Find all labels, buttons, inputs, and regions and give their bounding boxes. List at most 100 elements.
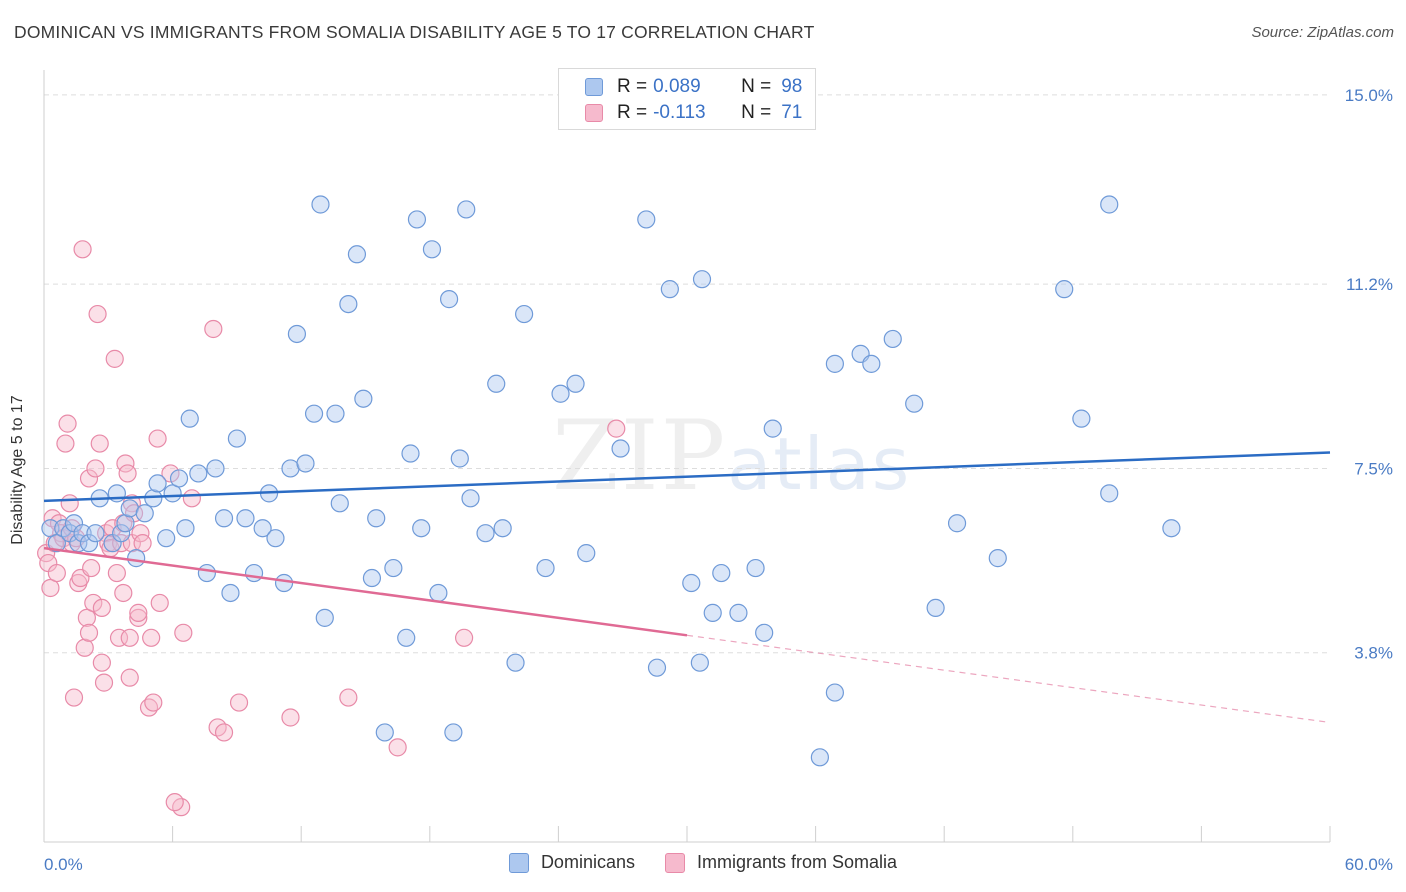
trend-line-somalia <box>43 546 688 637</box>
dominican-point-84 <box>810 748 829 767</box>
legend-item-dominicans[interactable]: Dominicans <box>508 852 635 873</box>
dominican-point-81 <box>746 558 765 578</box>
dominican-point-44 <box>339 294 358 314</box>
dominican-point-38 <box>296 454 315 473</box>
somalia-point-24 <box>84 593 103 613</box>
somalia-point-44 <box>120 628 139 647</box>
somalia-point-35 <box>105 349 124 368</box>
dominican-point-14 <box>120 499 139 518</box>
somalia-point-21 <box>79 469 99 488</box>
somalia-point-56 <box>148 429 167 448</box>
y-tick-label-3: 15.0% <box>1345 86 1393 105</box>
dominican-point-82 <box>755 623 774 642</box>
dominican-point-40 <box>311 195 330 214</box>
somalia-point-2 <box>41 578 60 598</box>
dominican-point-88 <box>862 354 881 373</box>
stats-row-somalia: R = -0.113 N = 71 <box>585 100 802 126</box>
dominican-point-86 <box>825 683 844 702</box>
dominican-point-69 <box>566 374 585 393</box>
stats-n-value: 71 <box>781 102 803 123</box>
grid-lines <box>44 94 1330 654</box>
legend-label-somalia: Immigrants from Somalia <box>696 852 898 872</box>
dominican-point-19 <box>157 529 176 548</box>
dominican-point-0 <box>41 519 60 538</box>
legend-swatch-blue <box>508 852 529 873</box>
somalia-point-20 <box>77 608 96 627</box>
dominican-point-12 <box>112 524 131 543</box>
stats-row-dominicans: R = 0.089 N = 98 <box>585 74 802 100</box>
dominican-point-27 <box>214 509 234 528</box>
dominican-point-85 <box>825 354 844 373</box>
dominican-point-95 <box>1072 409 1091 428</box>
dominican-point-67 <box>536 558 555 578</box>
somalia-point-53 <box>142 628 161 647</box>
somalia-point-11 <box>60 494 79 513</box>
dominican-point-43 <box>330 494 349 513</box>
dominican-point-24 <box>189 464 208 483</box>
dominican-point-77 <box>692 270 712 289</box>
dominican-point-31 <box>244 563 264 583</box>
legend-swatch-pink <box>664 852 685 873</box>
dominican-point-8 <box>86 524 105 543</box>
dominican-point-18 <box>148 474 167 493</box>
somalia-point-67 <box>388 738 407 757</box>
legend-item-somalia[interactable]: Immigrants from Somalia <box>664 852 898 873</box>
dominican-point-80 <box>729 603 748 622</box>
somalia-point-48 <box>129 608 148 627</box>
somalia-point-30 <box>94 673 114 692</box>
x-tick-label-0: 0.0% <box>44 855 83 874</box>
watermark-zip: ZIP <box>552 400 728 512</box>
dominican-point-56 <box>429 583 448 603</box>
somalia-point-19 <box>75 638 94 657</box>
stats-n-label: N = <box>741 102 772 123</box>
trend-line-somalia-extension <box>686 634 1331 724</box>
dominican-point-29 <box>227 429 246 448</box>
somalia-point-27 <box>90 434 109 453</box>
dominican-point-7 <box>79 534 99 553</box>
somalia-point-55 <box>150 593 169 613</box>
x-tick-label-1: 60.0% <box>1345 855 1393 874</box>
somalia-point-36 <box>107 563 126 583</box>
dominican-point-32 <box>253 519 272 538</box>
dominican-point-13 <box>116 514 135 533</box>
dominican-point-47 <box>362 568 382 588</box>
somalia-point-9 <box>56 434 75 453</box>
stats-n-value: 98 <box>781 76 803 97</box>
dominican-point-21 <box>169 469 189 488</box>
y-tick-label-1: 7.5% <box>1354 459 1393 478</box>
axes <box>43 70 1331 843</box>
dominican-point-66 <box>515 304 534 324</box>
dominican-point-26 <box>206 459 225 478</box>
dominican-point-39 <box>304 404 324 423</box>
legend-label-dominicans: Dominicans <box>540 852 635 872</box>
stats-r-value: -0.113 <box>653 102 706 123</box>
dominican-point-61 <box>461 489 480 508</box>
stats-box: R = 0.089 N = 98 R = -0.113 N = 71 <box>558 68 816 130</box>
somalia-point-65 <box>281 708 300 727</box>
dominican-point-1 <box>47 534 66 553</box>
dominican-point-76 <box>690 653 709 672</box>
legend: Dominicans Immigrants from Somalia <box>0 852 1406 873</box>
dominican-point-64 <box>493 519 512 538</box>
dominican-point-60 <box>457 200 476 219</box>
somalia-point-49 <box>129 603 148 622</box>
dominican-point-22 <box>176 519 195 538</box>
somalia-point-42 <box>118 464 137 483</box>
somalia-point-43 <box>120 668 139 687</box>
dominican-point-58 <box>444 723 463 742</box>
somalia-point-23 <box>82 558 101 578</box>
dominican-point-45 <box>347 245 367 264</box>
somalia-point-54 <box>144 693 163 712</box>
somalia-point-51 <box>133 534 152 553</box>
dominican-point-71 <box>611 439 630 458</box>
watermark-atlas: atlas <box>727 422 912 506</box>
dominican-point-94 <box>1055 280 1074 299</box>
dominican-point-51 <box>397 628 416 647</box>
somalia-point-29 <box>92 653 111 672</box>
stats-r-label: R = <box>617 76 648 97</box>
y-tick-label-2: 11.2% <box>1346 275 1393 294</box>
dominican-point-16 <box>135 504 154 523</box>
somalia-point-63 <box>214 723 234 742</box>
chart-title: DOMINICAN VS IMMIGRANTS FROM SOMALIA DIS… <box>14 22 815 42</box>
somalia-point-37 <box>109 628 129 647</box>
